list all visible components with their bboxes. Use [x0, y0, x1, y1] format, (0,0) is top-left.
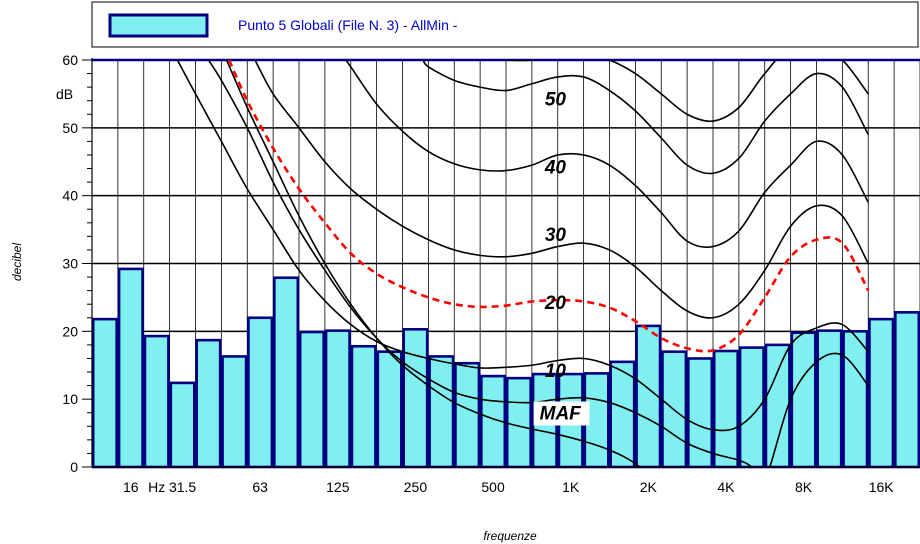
- x-tick-label: 16: [123, 479, 139, 495]
- x-tick-label: 2K: [640, 479, 658, 495]
- x-tick-label: 125: [326, 479, 350, 495]
- curve-label: 40: [544, 157, 567, 178]
- y-tick-label: 60: [62, 52, 78, 68]
- bar: [169, 381, 196, 469]
- bar: [894, 311, 920, 469]
- curve-label: 20: [544, 293, 567, 314]
- equal-loudness-curves: [176, 60, 870, 467]
- bar: [868, 317, 895, 469]
- y-tick-label: 10: [62, 391, 78, 407]
- legend-swatch: [108, 13, 209, 38]
- curve-unlabeled: [505, 60, 869, 123]
- x-tick-label: 250: [404, 479, 428, 495]
- curve-30: [254, 60, 869, 319]
- bar: [790, 331, 817, 469]
- bar: [376, 350, 403, 469]
- curve-MAF: [225, 60, 641, 467]
- y-tick-label: 30: [62, 256, 78, 272]
- bar: [324, 329, 351, 469]
- legend-box: [91, 1, 919, 48]
- curve-40: [344, 60, 869, 249]
- bar: [350, 344, 377, 469]
- bar: [454, 361, 481, 469]
- bar: [635, 324, 662, 469]
- bar: [273, 276, 300, 469]
- x-tick-label: 8K: [795, 479, 813, 495]
- maf-label-bg: [533, 401, 590, 426]
- curve-50: [422, 60, 869, 175]
- curve-labels: 50 40 30 20 10 MAF: [533, 89, 590, 426]
- curve-label: 50: [545, 89, 567, 110]
- x-tick-label: 1K: [562, 479, 580, 495]
- bar: [687, 357, 714, 469]
- curve-unlabeled: [176, 60, 869, 432]
- bar: [764, 343, 791, 469]
- x-tick-label: 31.5: [169, 479, 196, 495]
- x-tick-label: 500: [481, 479, 505, 495]
- x-axis-title: frequenze: [483, 529, 537, 543]
- curve-20: [227, 60, 870, 353]
- curve-label: MAF: [540, 404, 583, 425]
- bar: [91, 317, 118, 469]
- bar: [247, 316, 274, 469]
- bar: [609, 360, 636, 469]
- bar: [195, 338, 222, 469]
- bar: [221, 355, 248, 469]
- curve-10: [207, 60, 869, 467]
- bar: [117, 267, 144, 469]
- curve-label: 10: [545, 361, 567, 382]
- bar: [712, 349, 739, 469]
- y-axis-title: decibel: [10, 243, 24, 281]
- curve-label: 30: [545, 225, 567, 246]
- bar: [816, 329, 843, 469]
- bar: [428, 355, 455, 469]
- y-tick-label: 20: [62, 323, 78, 339]
- bar: [402, 327, 429, 469]
- y-tick-label: 0: [70, 459, 78, 475]
- bar: [842, 330, 869, 469]
- y-unit-label: dB: [56, 86, 73, 102]
- x-tick-label: 4K: [717, 479, 735, 495]
- x-tick-label: 63: [252, 479, 268, 495]
- bar: [298, 330, 325, 469]
- x-tick-label: 16K: [869, 479, 895, 495]
- bar: [505, 376, 532, 469]
- legend-label: Punto 5 Globali (File N. 3) - AllMin -: [238, 17, 458, 33]
- axes: 0 10 20 30 40 50 60 16 Hz 31.5 63 125 250 500 1K 2K 4K 8K…: [62, 52, 920, 495]
- y-tick-label: 50: [62, 120, 78, 136]
- bar: [143, 334, 170, 469]
- y-tick-label: 40: [62, 188, 78, 204]
- x-tick-label: Hz: [148, 479, 165, 495]
